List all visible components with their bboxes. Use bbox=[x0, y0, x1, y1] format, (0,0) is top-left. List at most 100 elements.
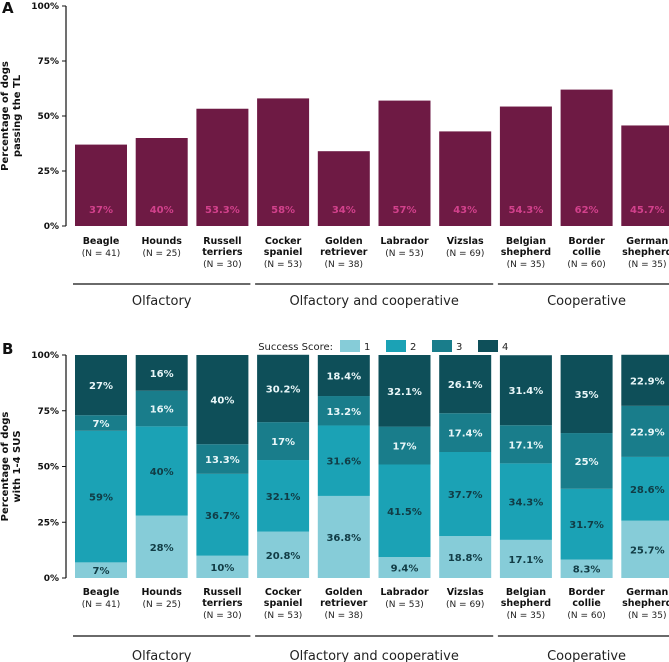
score-4-segment bbox=[439, 355, 492, 414]
score-3-segment bbox=[317, 396, 370, 426]
panel-a-category-n: (N = 41) bbox=[82, 249, 120, 259]
score-3-value-label: 17% bbox=[271, 437, 295, 448]
score-1-segment bbox=[560, 559, 613, 578]
panel-b-y-tick-label: 100% bbox=[31, 351, 59, 361]
panel-a-category-label: Cocker bbox=[265, 236, 302, 247]
panel-a-chart: 0% 25% 50% 75% 100% Percentage of dogspassing… bbox=[0, 2, 669, 270]
score-1-segment bbox=[196, 555, 249, 578]
pass-rate-bar bbox=[196, 108, 249, 226]
score-1-value-label: 17.1% bbox=[509, 555, 544, 566]
panel-b-category-label: collie bbox=[572, 598, 600, 609]
score-4-segment bbox=[196, 355, 249, 445]
panel-b-category-label: retriever bbox=[320, 598, 368, 609]
legend-label-1: 1 bbox=[364, 342, 370, 353]
pass-rate-bar bbox=[75, 144, 127, 226]
panel-b-category-label: Hounds bbox=[141, 587, 182, 598]
score-2-segment bbox=[378, 464, 431, 558]
score-2-value-label: 37.7% bbox=[448, 490, 483, 501]
score-4-segment bbox=[75, 355, 127, 416]
legend-swatch-4 bbox=[478, 340, 498, 352]
score-3-value-label: 17.1% bbox=[509, 440, 544, 451]
score-3-segment bbox=[499, 425, 552, 464]
legend-swatch-3 bbox=[432, 340, 452, 352]
score-4-segment bbox=[560, 355, 613, 434]
legend-label-3: 3 bbox=[456, 342, 462, 353]
score-1-value-label: 25.7% bbox=[630, 545, 665, 556]
panel-a-category-n: (N = 30) bbox=[203, 260, 241, 270]
pass-rate-bar bbox=[560, 89, 613, 226]
pass-rate-value-label: 45.7% bbox=[630, 205, 665, 216]
score-3-segment bbox=[75, 415, 127, 431]
panel-b-group-label: Cooperative bbox=[547, 649, 626, 662]
panel-b-category-label: German bbox=[626, 587, 668, 598]
score-2-segment bbox=[75, 430, 127, 563]
panel-a-category-label: collie bbox=[572, 247, 600, 258]
pass-rate-value-label: 58% bbox=[271, 205, 295, 216]
panel-a-category-label: Vizslas bbox=[447, 236, 484, 247]
panel-a-group-label: Olfactory and cooperative bbox=[289, 294, 458, 309]
legend-label-2: 2 bbox=[410, 342, 416, 353]
panel-a-category-n: (N = 53) bbox=[264, 260, 302, 270]
panel-a-category-n: (N = 38) bbox=[325, 260, 363, 270]
panel-a-category-label: terriers bbox=[202, 247, 243, 258]
score-2-value-label: 59% bbox=[89, 493, 113, 504]
score-4-value-label: 30.2% bbox=[266, 384, 301, 395]
score-3-segment bbox=[621, 405, 669, 457]
panel-b-letter: B bbox=[2, 340, 13, 358]
pass-rate-bar bbox=[317, 151, 370, 226]
score-2-value-label: 28.6% bbox=[630, 485, 665, 496]
panel-a-category-n: (N = 69) bbox=[446, 249, 484, 259]
score-3-segment bbox=[439, 413, 492, 453]
score-2-value-label: 31.6% bbox=[326, 457, 361, 468]
score-3-value-label: 25% bbox=[575, 457, 599, 468]
score-1-value-label: 36.8% bbox=[326, 533, 361, 544]
panel-b-group-labels: Olfactory Olfactory and cooperative Cooper… bbox=[73, 635, 669, 662]
panel-b-category-label: shepherd bbox=[622, 598, 669, 609]
panel-b-category-label: Golden bbox=[325, 587, 363, 598]
panel-b-category-label: shepherd bbox=[501, 598, 551, 609]
score-3-value-label: 13.2% bbox=[326, 407, 361, 418]
pass-rate-value-label: 34% bbox=[332, 205, 356, 216]
panel-a-group-labels: Olfactory Olfactory and cooperative Cooper… bbox=[73, 283, 669, 309]
score-4-value-label: 40% bbox=[210, 396, 234, 407]
panel-a-category-label: Labrador bbox=[380, 236, 429, 247]
score-2-value-label: 36.7% bbox=[205, 511, 240, 522]
score-4-segment bbox=[135, 355, 188, 391]
legend-swatch-1 bbox=[340, 340, 360, 352]
panel-b-category-n: (N = 60) bbox=[567, 611, 605, 621]
pass-rate-value-label: 40% bbox=[150, 205, 174, 216]
score-1-value-label: 28% bbox=[150, 543, 174, 554]
panel-a-y-tick-label: 0% bbox=[44, 222, 59, 232]
score-1-segment bbox=[257, 531, 310, 578]
panel-a-category-n: (N = 25) bbox=[142, 249, 180, 259]
score-2-value-label: 41.5% bbox=[387, 507, 422, 518]
score-4-segment bbox=[257, 354, 310, 423]
pass-rate-bar bbox=[499, 106, 552, 226]
score-1-segment bbox=[499, 539, 552, 578]
score-1-segment bbox=[621, 520, 669, 578]
panel-b-category-label: Labrador bbox=[380, 587, 429, 598]
score-2-value-label: 40% bbox=[150, 467, 174, 478]
panel-a-y-tick-label: 25% bbox=[37, 167, 59, 177]
panel-a-category-label: spaniel bbox=[264, 247, 303, 258]
score-2-segment bbox=[196, 473, 249, 556]
panel-a-y-tick-label: 50% bbox=[37, 112, 59, 122]
score-1-segment bbox=[378, 557, 431, 578]
score-1-value-label: 8.3% bbox=[573, 565, 601, 576]
score-4-value-label: 35% bbox=[575, 390, 599, 401]
score-3-value-label: 13.3% bbox=[205, 455, 240, 466]
pass-rate-value-label: 62% bbox=[575, 205, 599, 216]
panel-a-category-label: Hounds bbox=[141, 236, 182, 247]
score-3-value-label: 17.4% bbox=[448, 429, 483, 440]
pass-rate-bar bbox=[439, 131, 492, 226]
score-3-segment bbox=[135, 390, 188, 427]
legend: Success Score: 1 2 3 4 bbox=[258, 340, 508, 353]
score-3-value-label: 17% bbox=[393, 442, 417, 453]
score-1-value-label: 7% bbox=[93, 566, 110, 577]
score-1-segment bbox=[135, 515, 188, 578]
panel-b-category-label: Border bbox=[568, 587, 605, 598]
score-3-segment bbox=[257, 422, 310, 461]
panel-b-y-tick-label: 0% bbox=[44, 574, 59, 584]
score-2-segment bbox=[257, 460, 310, 532]
